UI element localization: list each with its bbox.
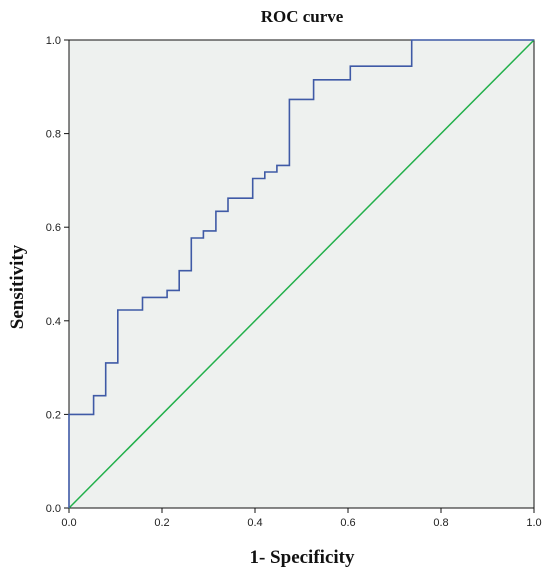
y-tick-label: 0.4 — [46, 316, 61, 328]
y-axis-label: Sensitivity — [7, 244, 28, 329]
x-tick-label: 0.6 — [340, 517, 355, 529]
x-tick-label: 1.0 — [526, 517, 541, 529]
y-tick-label: 0.2 — [46, 409, 61, 421]
y-tick-label: 0.8 — [46, 129, 61, 141]
x-tick-label: 0.0 — [61, 517, 76, 529]
chart-title: ROC curve — [261, 7, 344, 26]
y-tick-label: 0.0 — [46, 503, 61, 515]
x-axis-label: 1- Specificity — [249, 547, 355, 568]
x-tick-label: 0.8 — [433, 517, 448, 529]
y-tick-label: 0.6 — [46, 222, 61, 234]
x-tick-label: 0.4 — [247, 517, 262, 529]
roc-curve-line — [68, 39, 534, 508]
reference-diagonal-line — [68, 39, 535, 509]
y-tick-label: 1.0 — [46, 35, 61, 47]
x-tick-label: 0.2 — [154, 517, 169, 529]
